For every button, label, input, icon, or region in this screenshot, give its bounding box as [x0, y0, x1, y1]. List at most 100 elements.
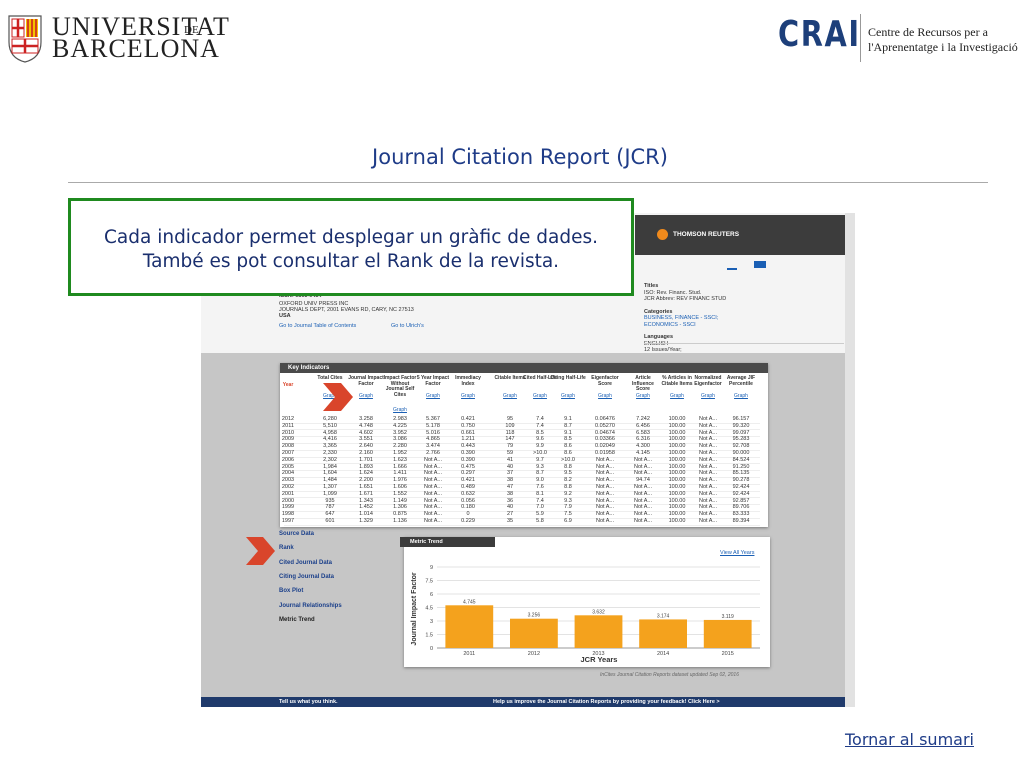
table-cell: 2012 [281, 416, 295, 422]
row-rule [284, 470, 760, 472]
view-all-link[interactable]: View All Years [720, 550, 755, 556]
table-cell: Not A... [595, 456, 615, 463]
side-info-line: Titles [644, 283, 659, 289]
table-cell: 99.097 [732, 429, 750, 436]
table-cell: 2010 [281, 429, 295, 436]
graph-link[interactable]: Graph [533, 393, 547, 399]
graph-link[interactable]: Graph [461, 393, 475, 399]
y-tick-label: 6 [430, 592, 433, 598]
table-cell: 8.1 [536, 490, 544, 497]
table-cell: Not A... [595, 497, 615, 504]
value-label: 3.632 [592, 609, 605, 615]
table-cell: 100.00 [668, 490, 686, 497]
graph-link[interactable]: Graph [670, 393, 684, 399]
table-cell: 7.9 [564, 504, 572, 511]
publisher: OXFORD UNIV PRESS INC [279, 301, 349, 307]
y-axis-label: Journal Impact Factor [411, 572, 418, 645]
crai-line: l'Aprenentatge i la Investigació [868, 40, 1018, 54]
graph-link[interactable]: Graph [561, 393, 575, 399]
x-tick-label: 2013 [592, 651, 604, 657]
table-cell: 92.424 [732, 484, 750, 490]
table-cell: 0.421 [461, 477, 475, 484]
column-header: Eigenfactor Score [591, 375, 619, 387]
ulrich-link[interactable]: Go to Ulrich's [391, 323, 424, 329]
graph-link[interactable]: Graph [393, 407, 407, 413]
row-rule [284, 510, 760, 512]
graph-link[interactable]: Graph [323, 393, 337, 399]
table-cell: 100.00 [668, 504, 686, 511]
table-cell: 84.524 [732, 456, 750, 463]
column-header: Total Cites [317, 375, 343, 381]
address: JOURNALS DEPT, 2001 EVANS RD, CARY, NC 2… [279, 307, 414, 313]
feedback-right[interactable]: Help us improve the Journal Citation Rep… [493, 699, 720, 705]
table-cell: 100.00 [668, 518, 686, 524]
table-cell: 5.016 [426, 429, 440, 436]
graph-link[interactable]: Graph [701, 393, 715, 399]
table-cell: Not A... [698, 422, 718, 429]
table-cell: Not A... [698, 436, 718, 443]
table-cell: Not A... [595, 511, 615, 518]
graph-link[interactable]: Graph [598, 393, 612, 399]
table-cell: 9.1 [564, 416, 572, 422]
side-info-line[interactable]: ECONOMICS - SSCI [644, 321, 696, 328]
row-rule [284, 422, 760, 424]
table-cell: Not A... [698, 484, 718, 490]
column-header: Cited Half-Life [523, 375, 557, 381]
graph-link[interactable]: Graph [359, 393, 373, 399]
back-link[interactable]: Tornar al sumari [845, 730, 974, 749]
side-info-line: Languages [644, 334, 674, 340]
table-cell: Not A... [633, 470, 653, 477]
table-cell: 0.01958 [595, 450, 615, 456]
nav-item[interactable]: Rank [279, 545, 294, 552]
callout: Cada indicador permet desplegar un gràfi… [68, 198, 634, 296]
table-cell: 2,302 [323, 456, 337, 463]
graph-link[interactable]: Graph [734, 393, 748, 399]
callout-line: Cada indicador permet desplegar un gràfi… [103, 227, 598, 248]
nav-item[interactable]: Cited Journal Data [279, 559, 333, 566]
table-cell: 100.00 [668, 470, 686, 477]
table-cell: 6,280 [323, 416, 337, 422]
table-cell: 1.893 [359, 463, 373, 470]
table-cell: 3.474 [426, 443, 440, 450]
toc-link[interactable]: Go to Journal Table of Contents [279, 323, 357, 329]
table-cell: 8.6 [564, 443, 572, 450]
nav-item[interactable]: Citing Journal Data [279, 573, 335, 580]
table-cell: 0.05270 [595, 422, 615, 429]
table-cell: 8.5 [536, 429, 544, 436]
table-cell: 79 [506, 443, 514, 450]
table-cell: Not A... [595, 484, 615, 490]
table-cell: 8.2 [564, 477, 572, 484]
table-cell: 4.602 [359, 429, 373, 436]
table-cell: 0.390 [461, 450, 475, 456]
crai-line: Centre de Recursos per a [868, 25, 988, 39]
panel-header [280, 363, 768, 373]
table-cell: 100.00 [668, 416, 686, 422]
university-name: UNIVERSITAT [52, 12, 230, 41]
row-rule [284, 449, 760, 451]
graph-link[interactable]: Graph [503, 393, 517, 399]
x-axis-label: JCR Years [581, 655, 618, 664]
table-cell: 5.367 [426, 416, 440, 422]
table-cell: 99.320 [732, 422, 750, 429]
table-cell: Not A... [423, 504, 443, 511]
nav-item[interactable]: Journal Relationships [279, 602, 342, 609]
column-header: Average JIF Percentile [726, 375, 756, 387]
nav-item[interactable]: Metric Trend [279, 616, 315, 623]
row-rule [284, 442, 760, 444]
table-cell: 4,958 [323, 429, 337, 436]
table-cell: 40 [506, 504, 514, 511]
table-cell: 1.606 [393, 484, 407, 490]
table-cell: 96.157 [732, 416, 750, 422]
feedback-left[interactable]: Tell us what you think. [279, 699, 338, 705]
table-cell: 1,307 [323, 484, 337, 490]
side-info-line[interactable]: BUSINESS, FINANCE - SSCI; [644, 315, 719, 321]
table-cell: 4,416 [323, 436, 337, 443]
table-cell: 1.411 [393, 470, 407, 477]
nav-item[interactable]: Source Data [279, 531, 315, 537]
table-cell: 601 [325, 518, 335, 524]
nav-item[interactable]: Box Plot [279, 588, 304, 595]
table-cell: Not A... [698, 443, 718, 450]
graph-link[interactable]: Graph [636, 393, 650, 399]
table-cell: 2004 [281, 470, 295, 477]
graph-link[interactable]: Graph [426, 393, 440, 399]
